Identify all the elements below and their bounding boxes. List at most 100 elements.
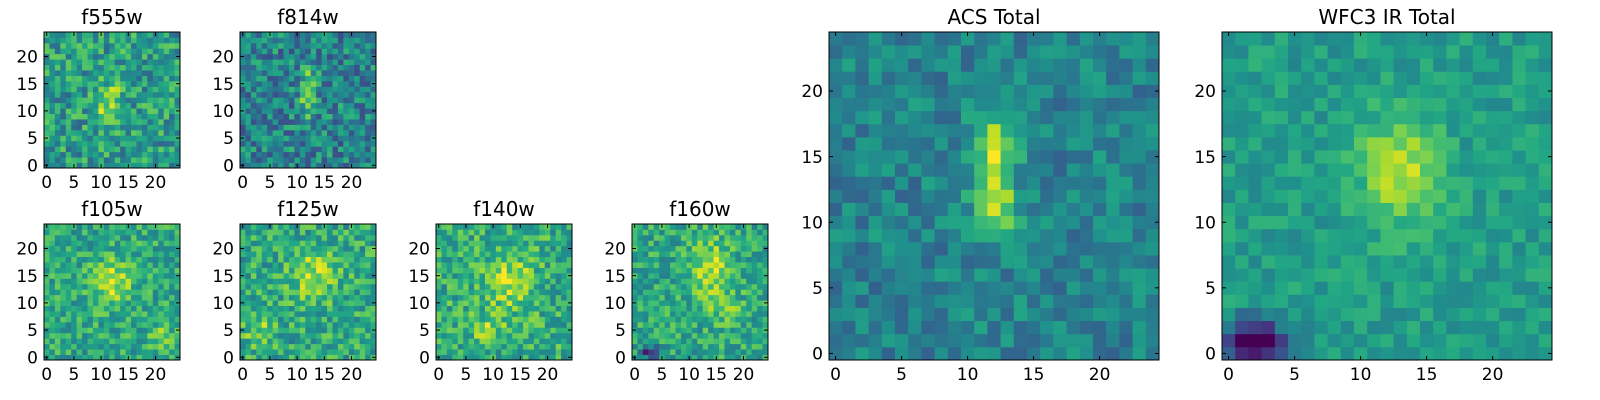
heatmap-cell [92,343,99,350]
heatmap-cell [299,300,306,306]
heatmap-cell [1538,294,1553,308]
heatmap-cell [109,37,116,44]
heatmap-cell [908,136,922,151]
heatmap-cell [354,262,361,268]
heatmap-cell [294,91,301,98]
heatmap-cell [501,240,508,247]
heatmap-cell [114,75,121,82]
heatmap-cell [87,224,94,230]
heatmap-cell [163,300,170,306]
heatmap-cell [370,316,377,323]
heatmap-cell [76,338,83,345]
heatmap-cell [278,229,284,236]
heatmap-cell [131,321,137,328]
heatmap-cell [691,283,698,290]
heatmap-cell [539,349,546,355]
heatmap-cell [686,343,693,350]
heatmap-cell [1274,163,1289,177]
heatmap-cell [337,135,344,142]
heatmap-cell [868,268,883,282]
heatmap-cell [881,150,896,164]
heatmap-cell [337,124,344,131]
heatmap-cell [299,108,306,114]
heatmap-cell [544,278,551,285]
heatmap-cell [109,157,116,163]
heatmap-cell [670,332,676,339]
heatmap-cell [82,321,88,328]
heatmap-cell [82,48,88,55]
heatmap-cell [114,42,121,49]
heatmap-cell [1132,228,1147,243]
heatmap-cell [174,102,181,109]
heatmap-cell [1446,241,1460,256]
heatmap-cell [751,354,758,361]
heatmap-cell [1301,163,1315,177]
heatmap-cell [103,124,110,131]
heatmap-cell [1393,333,1408,348]
heatmap-cell [724,332,731,339]
y-tick-label: 20 [408,240,430,260]
heatmap-cell [934,268,949,282]
heatmap-cell [348,86,355,93]
heatmap-cell [354,256,361,263]
heatmap-cell [463,294,470,301]
heatmap-cell [501,229,508,236]
heatmap-cell [719,332,725,339]
heatmap-cell [278,256,284,263]
heatmap-cell [829,71,843,85]
heatmap-cell [147,119,154,125]
heatmap-cell [1053,189,1067,203]
heatmap-cell [757,229,763,236]
heatmap-cell [746,224,753,230]
heatmap-cell [147,338,154,345]
heatmap-cell [103,234,110,241]
heatmap-cell [702,256,709,263]
heatmap-cell [1393,268,1408,282]
heatmap-cell [60,332,67,339]
heatmap-cell [632,289,638,296]
heatmap-cell [267,135,274,142]
heatmap-cell [457,256,464,263]
heatmap-cell [299,157,306,163]
heatmap-cell [136,48,143,55]
heatmap-cell [49,289,56,296]
heatmap-cell [1093,294,1107,308]
heatmap-cell [174,75,181,82]
heatmap-cell [359,321,366,328]
heatmap-cell [566,316,573,323]
heatmap-cell [103,108,110,114]
heatmap-cell [501,332,508,339]
heatmap-cell [1420,163,1434,177]
heatmap-cell [294,283,301,290]
heatmap-cell [272,48,279,55]
heatmap-cell [136,32,143,38]
heatmap-cell [441,349,448,355]
heatmap-cell [1027,255,1041,269]
heatmap-cell [1512,176,1526,190]
heatmap-cell [299,283,306,290]
heatmap-cell [278,224,284,230]
heatmap-cell [762,278,769,285]
heatmap-cell [87,140,94,147]
heatmap-cell [670,311,676,317]
heatmap-cell [1132,123,1147,138]
heatmap-cell [131,48,137,55]
heatmap-cell [517,349,524,355]
heatmap-cell [1446,346,1460,361]
heatmap-cell [974,97,988,112]
heatmap-cell [1106,268,1120,282]
heatmap-cell [675,251,682,258]
heatmap-cell [642,251,649,258]
heatmap-cell [54,135,61,142]
heatmap-cell [49,256,56,263]
heatmap-cell [740,245,747,252]
heatmap-cell [479,229,486,236]
heatmap-cell [76,162,83,169]
heatmap-cell [457,245,464,252]
heatmap-cell [648,354,655,361]
heatmap-cell [299,224,306,230]
heatmap-cell [365,224,371,230]
heatmap-cell [735,256,742,263]
heatmap-cell [1145,346,1160,361]
heatmap-cell [463,240,470,247]
